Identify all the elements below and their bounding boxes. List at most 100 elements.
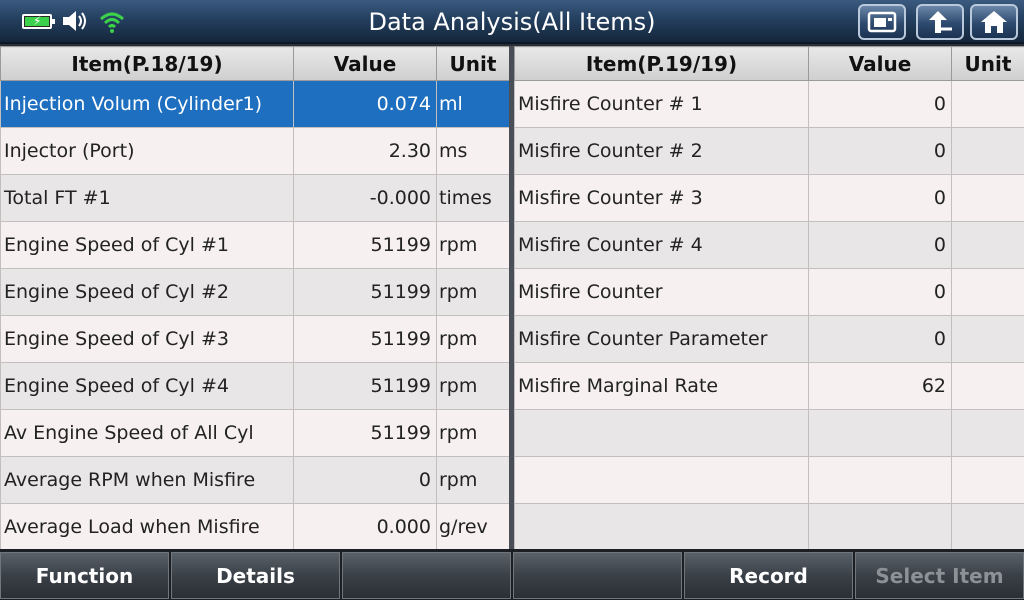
item-cell: Av Engine Speed of All Cyl — [0, 409, 294, 457]
wifi-icon — [99, 12, 125, 33]
battery-charging-icon: ⚡ — [22, 13, 55, 29]
item-cell — [514, 409, 809, 457]
status-icons: ⚡ — [22, 8, 126, 34]
item-cell: Engine Speed of Cyl #3 — [0, 315, 294, 363]
item-cell: Misfire Counter # 3 — [514, 174, 809, 222]
item-cell: Engine Speed of Cyl #1 — [0, 221, 294, 269]
page-title: Data Analysis(All Items) — [368, 8, 656, 36]
unit-cell: rpm — [436, 268, 510, 316]
value-cell: 0 — [808, 174, 952, 222]
table-row[interactable]: Misfire Counter # 1 0 — [514, 80, 1024, 128]
table-row[interactable] — [514, 456, 1024, 504]
value-cell: -0.000 — [293, 174, 437, 222]
unit-cell — [951, 80, 1024, 128]
bottom-toolbar: Function Details Record Select Item — [0, 549, 1024, 600]
item-cell: Engine Speed of Cyl #4 — [0, 362, 294, 410]
value-cell: 51199 — [293, 221, 437, 269]
screenshot-icon — [867, 11, 897, 33]
item-cell: Total FT #1 — [0, 174, 294, 222]
item-cell: Average Load when Misfire — [0, 503, 294, 551]
unit-cell: times — [436, 174, 510, 222]
item-cell: Engine Speed of Cyl #2 — [0, 268, 294, 316]
value-cell: 0 — [808, 127, 952, 175]
value-cell: 0.074 — [293, 80, 437, 128]
left-data-table: Item(P.18/19) Value Unit Injection Volum… — [0, 46, 510, 551]
select-item-button[interactable]: Select Item — [855, 552, 1024, 599]
unit-cell: rpm — [436, 409, 510, 457]
table-row[interactable]: Misfire Counter # 2 0 — [514, 127, 1024, 175]
value-cell: 0.000 — [293, 503, 437, 551]
table-row[interactable]: Engine Speed of Cyl #2 51199 rpm — [0, 268, 510, 316]
value-cell: 0 — [808, 221, 952, 269]
table-row[interactable]: Av Engine Speed of All Cyl 51199 rpm — [0, 409, 510, 457]
table-row[interactable]: Total FT #1 -0.000 times — [0, 174, 510, 222]
unit-cell: rpm — [436, 362, 510, 410]
unit-cell — [951, 503, 1024, 551]
column-header-value[interactable]: Value — [293, 46, 437, 81]
item-cell — [514, 503, 809, 551]
unit-cell — [951, 362, 1024, 410]
value-cell: 51199 — [293, 315, 437, 363]
value-cell: 0 — [808, 315, 952, 363]
table-row[interactable]: Engine Speed of Cyl #3 51199 rpm — [0, 315, 510, 363]
table-row[interactable]: Injector (Port) 2.30 ms — [0, 127, 510, 175]
item-cell: Injector (Port) — [0, 127, 294, 175]
column-header-item[interactable]: Item(P.19/19) — [514, 46, 809, 81]
column-header-unit[interactable]: Unit — [951, 46, 1024, 81]
screenshot-button[interactable] — [858, 4, 906, 40]
item-cell: Average RPM when Misfire — [0, 456, 294, 504]
item-cell: Misfire Marginal Rate — [514, 362, 809, 410]
unit-cell: rpm — [436, 315, 510, 363]
speaker-icon — [63, 11, 86, 31]
table-row[interactable]: Misfire Counter 0 — [514, 268, 1024, 316]
blank-button-1[interactable] — [342, 552, 511, 599]
table-row[interactable] — [514, 409, 1024, 457]
table-row[interactable]: Average Load when Misfire 0.000 g/rev — [0, 503, 510, 551]
value-cell: 51199 — [293, 268, 437, 316]
value-cell: 51199 — [293, 409, 437, 457]
item-cell — [514, 456, 809, 504]
details-button[interactable]: Details — [171, 552, 340, 599]
blank-button-2[interactable] — [513, 552, 682, 599]
function-button[interactable]: Function — [0, 552, 169, 599]
column-header-item[interactable]: Item(P.18/19) — [0, 46, 294, 81]
value-cell — [808, 409, 952, 457]
value-cell: 62 — [808, 362, 952, 410]
item-cell: Misfire Counter # 2 — [514, 127, 809, 175]
value-cell: 2.30 — [293, 127, 437, 175]
table-row[interactable]: Average RPM when Misfire 0 rpm — [0, 456, 510, 504]
unit-cell: ms — [436, 127, 510, 175]
value-cell: 51199 — [293, 362, 437, 410]
value-cell — [808, 456, 952, 504]
unit-cell — [951, 127, 1024, 175]
item-cell: Injection Volum (Cylinder1) — [0, 80, 294, 128]
column-header-unit[interactable]: Unit — [436, 46, 510, 81]
unit-cell — [951, 221, 1024, 269]
table-row[interactable]: Engine Speed of Cyl #1 51199 rpm — [0, 221, 510, 269]
table-divider — [509, 46, 514, 549]
table-row[interactable]: Injection Volum (Cylinder1) 0.074 ml — [0, 80, 510, 128]
unit-cell: ml — [436, 80, 510, 128]
table-row[interactable]: Misfire Marginal Rate 62 — [514, 362, 1024, 410]
table-row[interactable]: Misfire Counter # 4 0 — [514, 221, 1024, 269]
right-data-table: Item(P.19/19) Value Unit Misfire Counter… — [514, 46, 1024, 551]
column-header-value[interactable]: Value — [808, 46, 952, 81]
unit-cell — [951, 456, 1024, 504]
item-cell: Misfire Counter Parameter — [514, 315, 809, 363]
value-cell: 0 — [808, 268, 952, 316]
table-row[interactable]: Misfire Counter # 3 0 — [514, 174, 1024, 222]
table-row[interactable]: Engine Speed of Cyl #4 51199 rpm — [0, 362, 510, 410]
home-button[interactable] — [970, 4, 1018, 40]
record-button[interactable]: Record — [684, 552, 853, 599]
value-cell: 0 — [808, 80, 952, 128]
value-cell: 0 — [293, 456, 437, 504]
unit-cell: g/rev — [436, 503, 510, 551]
table-row[interactable] — [514, 503, 1024, 551]
item-cell: Misfire Counter — [514, 268, 809, 316]
back-button[interactable] — [916, 4, 964, 40]
table-row[interactable]: Misfire Counter Parameter 0 — [514, 315, 1024, 363]
value-cell — [808, 503, 952, 551]
unit-cell — [951, 409, 1024, 457]
unit-cell — [951, 315, 1024, 363]
title-bar: ⚡ Data Analysis(All Items) — [0, 0, 1024, 44]
